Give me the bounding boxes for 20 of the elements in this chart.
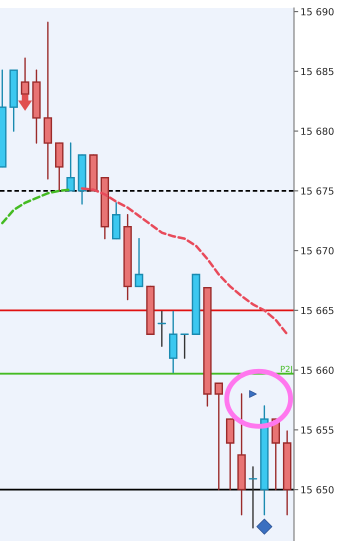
y-tick-label: 15 655 [301,426,334,434]
candlestick [55,142,64,192]
candlestick [134,238,144,288]
candlestick [248,466,258,529]
candlestick [112,202,120,240]
y-tick-label: 15 650 [301,486,334,494]
candlestick [66,142,75,192]
y-tick-label: 15 665 [301,306,334,314]
y-tick-label: 15 675 [301,187,334,195]
y-tick-label: 15 660 [301,366,334,374]
y-tick-label: 15 685 [301,68,334,76]
candlestick [168,310,178,374]
candlestick [226,418,234,490]
y-tick-label: 15 690 [301,8,334,16]
candlestick [214,382,224,490]
y-tick-label: 15 670 [301,247,334,254]
ref-line-label: P2J [280,366,292,374]
y-tick-label: 15 680 [301,128,334,135]
candlestick [20,58,30,95]
candlestick [180,334,189,359]
